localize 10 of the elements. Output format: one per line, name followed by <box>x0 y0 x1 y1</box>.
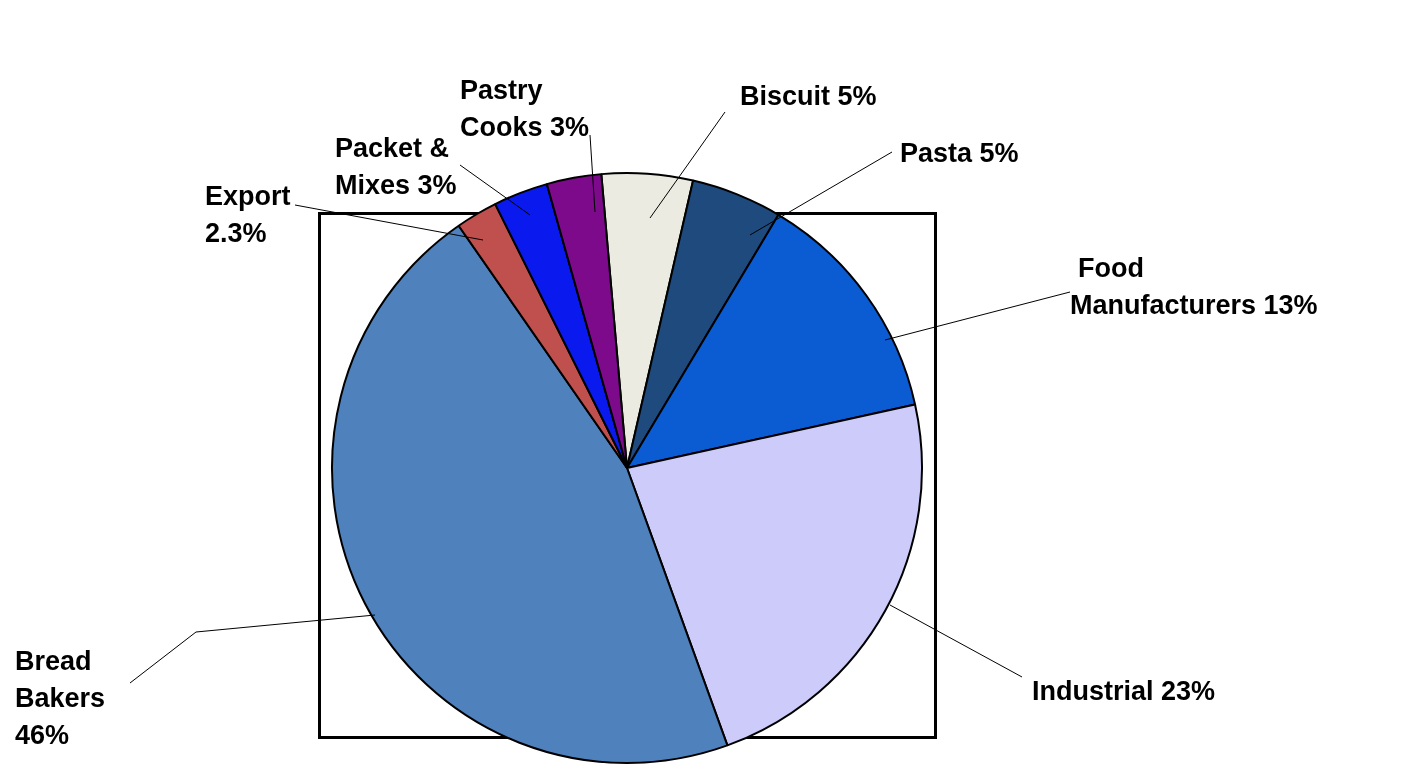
slice-label: Food Manufacturers 13% <box>1070 253 1318 321</box>
slice-label: Pastry Cooks 3% <box>460 75 590 143</box>
data-label: 46% <box>15 720 70 751</box>
data-label: 2.3% <box>205 218 267 249</box>
slice-label: Biscuit 5% <box>740 81 877 112</box>
slice-label: Bread Bakers <box>15 646 106 714</box>
slice-label: Industrial 23% <box>1032 676 1216 707</box>
slice-label: Export <box>205 181 291 212</box>
slice-label: Packet & Mixes 3% <box>335 133 457 201</box>
slice-label: Pasta 5% <box>900 138 1019 169</box>
